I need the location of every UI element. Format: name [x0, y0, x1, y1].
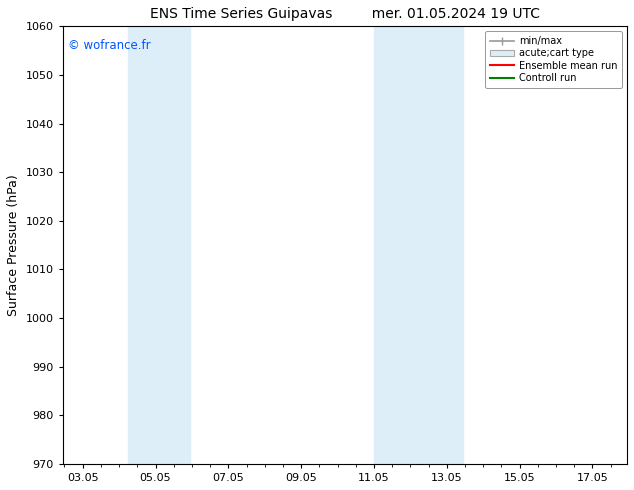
Legend: min/max, acute;cart type, Ensemble mean run, Controll run: min/max, acute;cart type, Ensemble mean …: [485, 31, 622, 88]
Bar: [128, 26, 190, 464]
Y-axis label: Surface Pressure (hPa): Surface Pressure (hPa): [7, 174, 20, 316]
Bar: [374, 26, 463, 464]
Title: ENS Time Series Guipavas         mer. 01.05.2024 19 UTC: ENS Time Series Guipavas mer. 01.05.2024…: [150, 7, 540, 21]
Text: © wofrance.fr: © wofrance.fr: [68, 39, 151, 52]
